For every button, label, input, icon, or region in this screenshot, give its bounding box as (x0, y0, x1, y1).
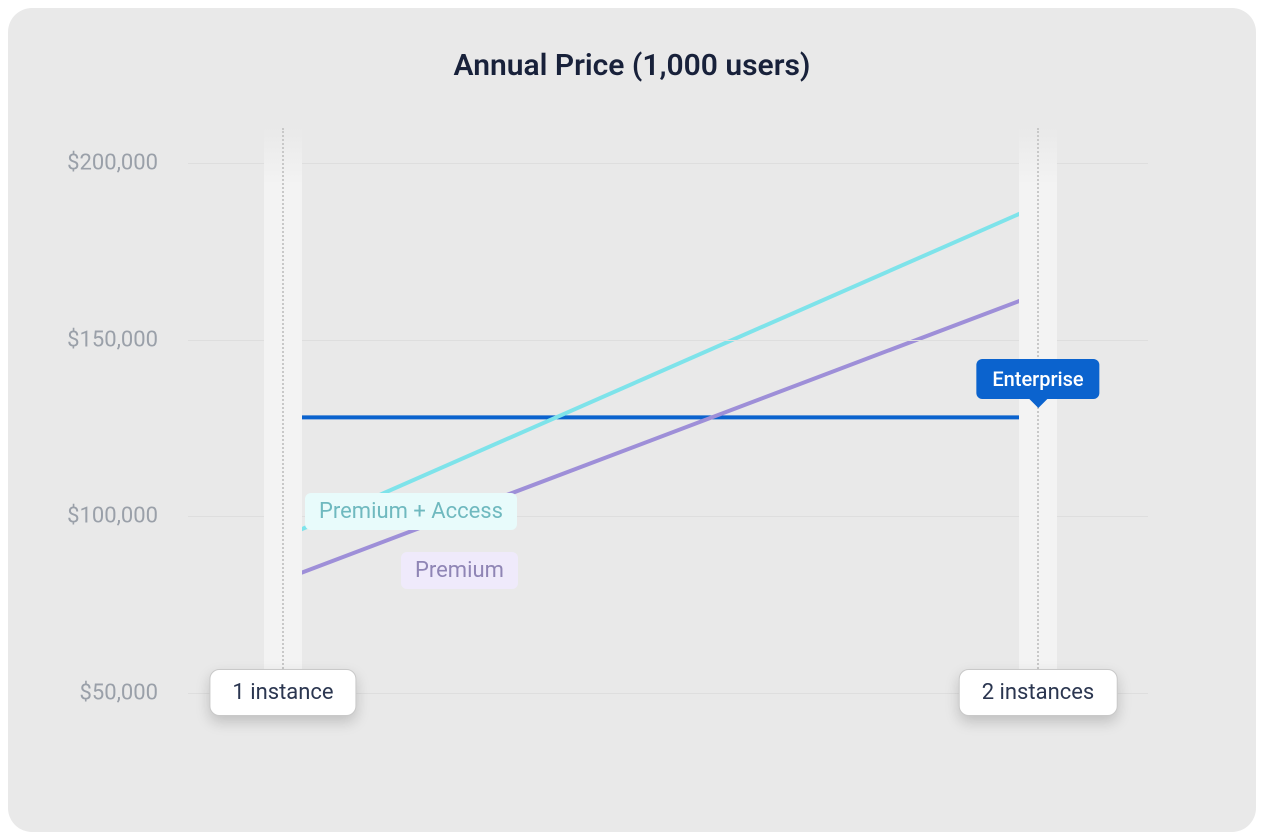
gridline (188, 340, 1148, 341)
column-dash (282, 128, 284, 693)
series-line (283, 206, 1038, 538)
series-label: Premium + Access (305, 493, 517, 530)
y-axis-label: $150,000 (67, 327, 158, 352)
y-axis-label: $200,000 (67, 151, 158, 176)
column-dash (1037, 128, 1039, 693)
gridline (188, 163, 1148, 164)
series-tooltip: Enterprise (976, 359, 1099, 399)
series-line (283, 294, 1038, 580)
x-axis-badge: 1 instance (209, 669, 356, 716)
chart-lines-svg (188, 128, 1148, 728)
chart-title: Annual Price (1,000 users) (8, 48, 1256, 83)
chart-card: Annual Price (1,000 users) $50,000$100,0… (8, 8, 1256, 832)
series-label: Premium (401, 552, 518, 589)
x-axis-badge: 2 instances (959, 669, 1118, 716)
y-axis-label: $50,000 (79, 680, 158, 705)
y-axis-label: $100,000 (67, 504, 158, 529)
chart-plot-area: $50,000$100,000$150,000$200,0001 instanc… (188, 128, 1148, 728)
